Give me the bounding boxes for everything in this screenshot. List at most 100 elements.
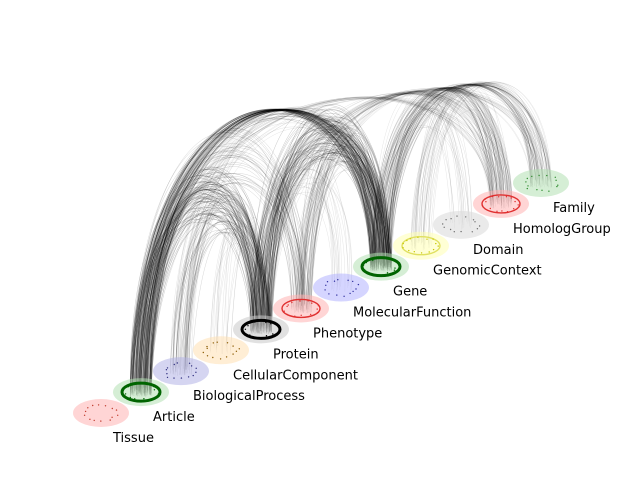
edge-line [390, 98, 463, 263]
layer-background-cellular-component [193, 336, 249, 365]
layer-dot [406, 239, 408, 242]
layer-dot [328, 293, 330, 295]
edge-line [417, 85, 503, 243]
layer-dot [526, 187, 528, 190]
edge-line [298, 164, 377, 309]
edge-line [263, 129, 375, 325]
layer-dot [219, 358, 222, 360]
edge-line [421, 81, 550, 244]
edge-line [414, 81, 532, 247]
layer-dot [437, 245, 439, 247]
layer-dot [143, 398, 145, 400]
layer-dot [157, 393, 160, 395]
edge-line [298, 169, 379, 308]
edge-line [386, 113, 452, 268]
layer-background-biological-process [153, 357, 209, 386]
edge-line [210, 220, 271, 353]
layer-dot [325, 284, 327, 286]
edge-line [270, 131, 388, 325]
edge-bundle-cellular-component-to-protein [210, 203, 271, 355]
layer-dot [386, 272, 389, 274]
layer-dot [166, 376, 169, 379]
layer-background-phenotype [273, 294, 329, 323]
layer-dot [474, 221, 476, 223]
edge-line [418, 84, 510, 241]
layer-dot [489, 207, 491, 210]
edge-bundle-article-to-gene [130, 108, 392, 398]
layer-dot [432, 248, 435, 251]
layer-dot [265, 335, 268, 337]
edge-line [146, 112, 384, 394]
edge-line [145, 109, 372, 388]
edge-line [149, 186, 255, 392]
layer-dot [278, 328, 280, 331]
layer-dot [484, 198, 486, 200]
edge-line [145, 182, 270, 393]
layer-dot [526, 177, 528, 180]
layer-dot [258, 320, 261, 322]
layer-dot [232, 353, 234, 355]
layer-dot [286, 313, 288, 316]
layer-dot [253, 336, 255, 338]
edge-line [310, 160, 374, 313]
layer-dot [555, 179, 557, 181]
edge-line [181, 108, 377, 376]
edge-line [414, 81, 551, 245]
edge-line [145, 109, 388, 398]
layer-dot [283, 310, 285, 312]
edge-line [143, 132, 302, 388]
layer-dot [472, 219, 475, 221]
edge-bundle-gene-to-homolog-group [370, 86, 512, 272]
edge-line [191, 228, 258, 375]
edge-line [308, 167, 388, 311]
layer-dot [428, 251, 430, 253]
layer-dot [166, 373, 168, 375]
layer-ring-gene [360, 256, 402, 278]
edge-line [186, 194, 252, 370]
layer-dot [244, 328, 247, 330]
edge-line [307, 125, 372, 314]
layer-node-phenotype [273, 294, 329, 323]
layer-dot [155, 396, 157, 399]
layer-dot [100, 420, 102, 422]
layer-label-cellular-component: CellularComponent [233, 368, 358, 383]
layer-dot [238, 348, 240, 350]
edge-line [410, 99, 492, 246]
edge-line [303, 140, 385, 306]
layer-dot [226, 342, 229, 344]
layer-dot [417, 236, 419, 238]
edge-line [230, 231, 259, 351]
edge-line [263, 169, 342, 329]
layer-dot [307, 300, 309, 302]
layer-dot [546, 174, 548, 177]
edge-line [390, 86, 493, 266]
edge-line [184, 232, 259, 375]
layer-dot [420, 252, 423, 254]
layer-dot [326, 281, 329, 283]
edge-line [135, 109, 373, 389]
edge-line [179, 108, 385, 375]
layer-label-homolog-group: HomologGroup [513, 222, 611, 237]
layer-dot [349, 292, 351, 295]
edge-line [188, 108, 375, 371]
layer-node-gene [353, 252, 409, 281]
layer-dot [481, 204, 484, 207]
layer-dot [225, 356, 228, 358]
layer-dot [491, 195, 494, 198]
edge-line [420, 82, 549, 246]
edge-line [412, 85, 494, 251]
edge-line [306, 160, 385, 310]
layer-dot [352, 280, 354, 283]
edge-line [185, 199, 254, 367]
layer-dot [443, 226, 445, 228]
edge-line [414, 82, 536, 249]
layer-dot [506, 211, 509, 213]
layer-dot [180, 377, 183, 379]
edge-line [263, 93, 492, 332]
layer-dot [343, 295, 345, 297]
layer-dot [111, 407, 114, 410]
edge-line [188, 199, 270, 370]
layer-background-molecular-function [313, 273, 369, 302]
layer-dot [153, 385, 155, 388]
edge-line [385, 87, 492, 266]
